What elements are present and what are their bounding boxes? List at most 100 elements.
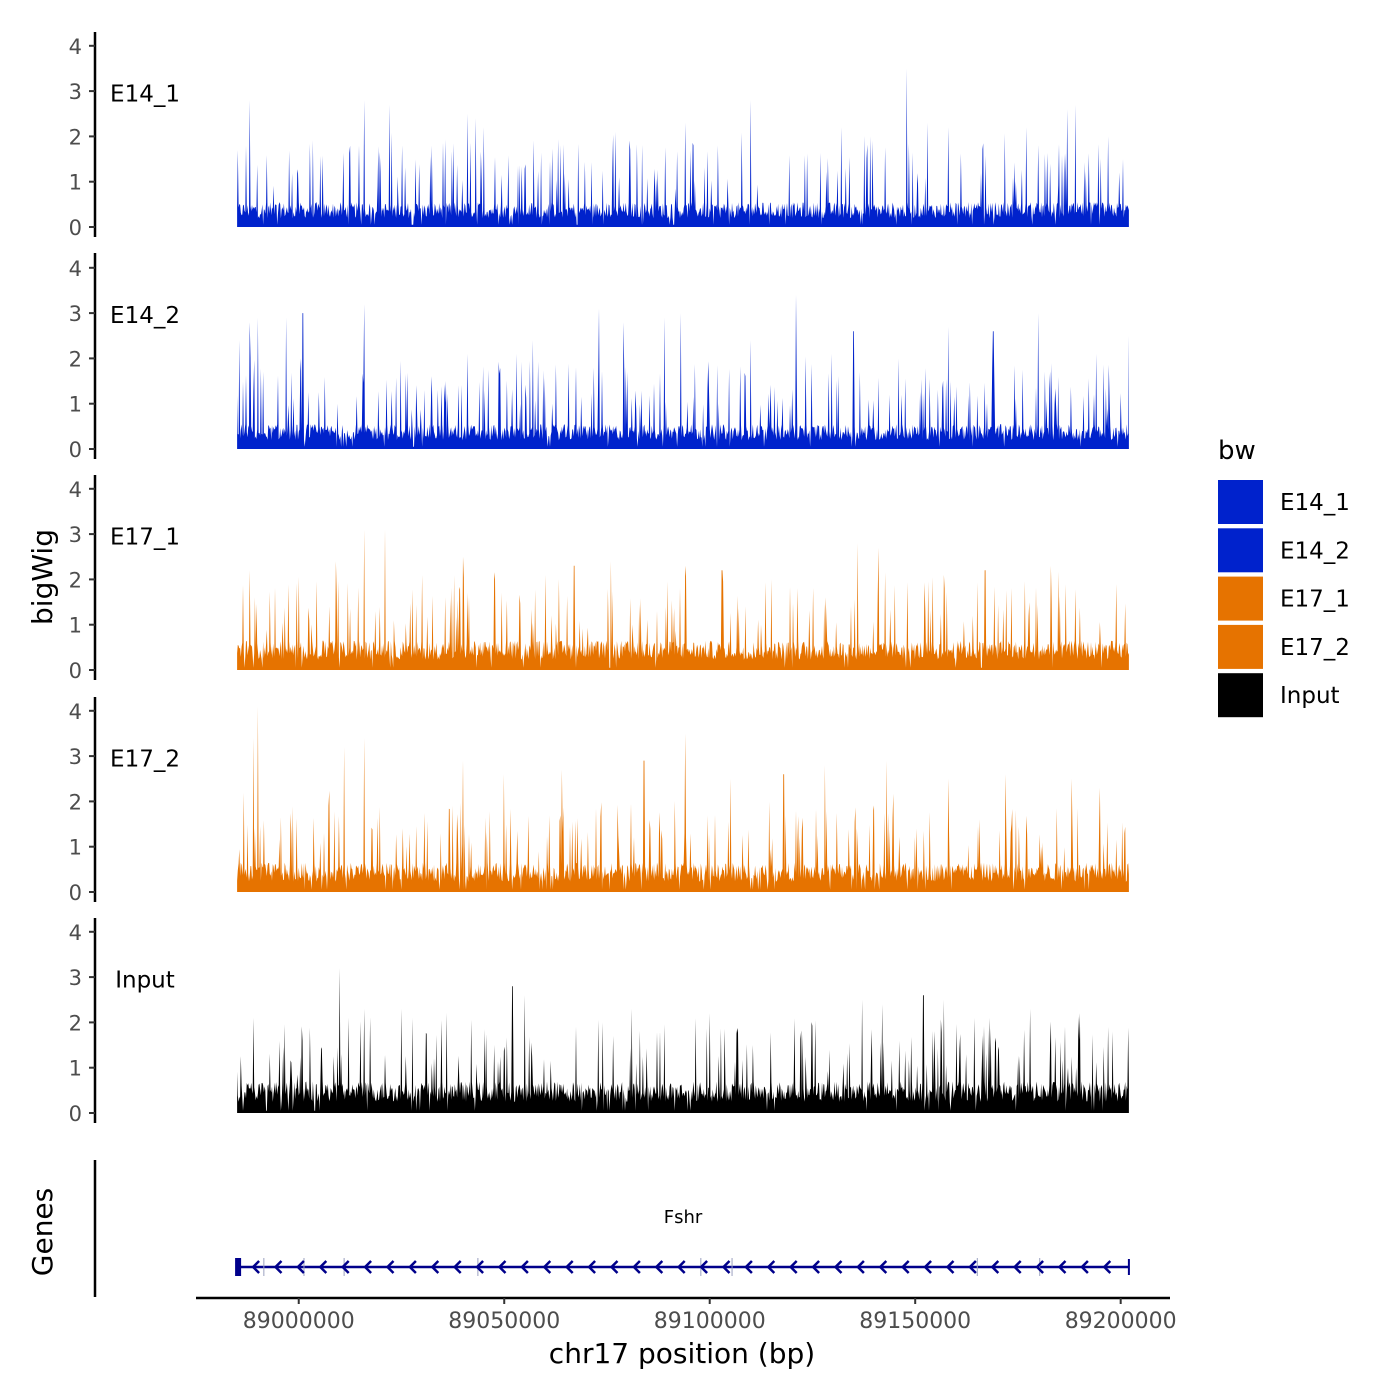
y-tick-label: 4 bbox=[69, 921, 82, 945]
legend-title: bw bbox=[1218, 436, 1256, 466]
y-tick-label: 2 bbox=[69, 790, 82, 814]
legend-label: E17_1 bbox=[1280, 587, 1350, 613]
strand-arrow bbox=[542, 1260, 552, 1274]
legend-swatch-E14_1 bbox=[1218, 480, 1263, 524]
strand-arrow bbox=[945, 1260, 955, 1274]
strand-arrow bbox=[1012, 1260, 1022, 1274]
x-tick-label: 89000000 bbox=[243, 1309, 355, 1334]
y-tick-label: 0 bbox=[69, 438, 82, 462]
strand-arrow bbox=[632, 1260, 641, 1274]
legend-label: E17_2 bbox=[1280, 635, 1350, 661]
legend-swatch-E14_2 bbox=[1218, 528, 1263, 573]
y-tick-label: 3 bbox=[69, 523, 82, 547]
x-tick-label: 89200000 bbox=[1065, 1309, 1177, 1334]
strand-arrow bbox=[430, 1260, 440, 1274]
strand-arrow bbox=[385, 1260, 395, 1274]
strand-arrow bbox=[856, 1260, 865, 1274]
strand-arrow bbox=[654, 1260, 664, 1274]
y-tick-label: 1 bbox=[69, 171, 82, 195]
y-tick-label: 1 bbox=[69, 836, 82, 860]
strand-arrow bbox=[788, 1260, 798, 1274]
signal-area-E17_2 bbox=[237, 706, 1129, 892]
y-tick-label: 2 bbox=[69, 347, 82, 371]
legend-swatch-E17_1 bbox=[1218, 576, 1263, 621]
y-tick-label: 4 bbox=[69, 257, 82, 281]
strand-arrow bbox=[296, 1260, 305, 1274]
legend-label: Input bbox=[1280, 683, 1340, 709]
x-axis: chr17 position (bp) 89000000 89050000 8910… bbox=[196, 1296, 1177, 1370]
genes-axis-title: Genes bbox=[26, 1188, 59, 1276]
strand-arrow bbox=[475, 1260, 484, 1274]
strand-arrow bbox=[968, 1260, 977, 1274]
x-tick-label: 89050000 bbox=[448, 1309, 560, 1334]
legend-label: E14_2 bbox=[1280, 538, 1350, 564]
y-tick-label: 4 bbox=[69, 35, 82, 59]
y-tick-label: 0 bbox=[69, 1102, 82, 1126]
track-E14_1: 0 1 2 3 4 E14_1 bbox=[69, 32, 1129, 240]
strand-arrow bbox=[1057, 1260, 1067, 1274]
legend-label: E14_1 bbox=[1280, 490, 1350, 516]
strand-arrow bbox=[811, 1260, 820, 1274]
gene-Fshr: Fshr bbox=[235, 1207, 1130, 1276]
y-tick-label: 0 bbox=[69, 216, 82, 240]
y-tick-label: 2 bbox=[69, 125, 82, 149]
y-tick-label: 4 bbox=[69, 700, 82, 724]
y-tick-label: 3 bbox=[69, 302, 82, 326]
y-tick-label: 3 bbox=[69, 966, 82, 990]
strand-arrow bbox=[721, 1260, 731, 1274]
track-label: E14_2 bbox=[110, 303, 180, 329]
y-tick-label: 1 bbox=[69, 393, 82, 417]
strand-arrow bbox=[318, 1260, 328, 1274]
strand-arrow bbox=[340, 1260, 350, 1274]
y-tick-label: 3 bbox=[69, 80, 82, 104]
strand-arrow bbox=[408, 1260, 417, 1274]
y-tick-label: 0 bbox=[69, 881, 82, 905]
y-axis-title: bigWig bbox=[26, 529, 59, 625]
legend: bw E14_1 E14_2 E17_1 E17_2 Input bbox=[1218, 436, 1350, 718]
signal-area-E17_1 bbox=[237, 529, 1129, 670]
strand-arrow bbox=[699, 1260, 708, 1274]
y-tick-label: 1 bbox=[69, 1057, 82, 1081]
strand-arrow bbox=[833, 1260, 843, 1274]
strand-arrow bbox=[766, 1260, 776, 1274]
x-axis-title: chr17 position (bp) bbox=[549, 1337, 815, 1370]
track-label: E17_2 bbox=[110, 747, 180, 773]
strand-arrow bbox=[587, 1260, 596, 1274]
strand-arrow bbox=[1102, 1260, 1112, 1274]
strand-arrow bbox=[900, 1260, 910, 1274]
signal-area-Input bbox=[237, 968, 1129, 1113]
strand-arrow bbox=[990, 1260, 1000, 1274]
y-tick-label: 2 bbox=[69, 1011, 82, 1035]
strand-arrow bbox=[273, 1260, 283, 1274]
strand-arrow bbox=[564, 1260, 574, 1274]
strand-arrow bbox=[452, 1260, 462, 1274]
signal-area-E14_2 bbox=[237, 295, 1129, 449]
y-tick-label: 1 bbox=[69, 614, 82, 638]
track-E17_1: 0 1 2 3 4 E17_1 bbox=[69, 475, 1129, 683]
strand-arrow bbox=[923, 1260, 932, 1274]
track-label: E14_1 bbox=[110, 82, 180, 108]
strand-arrow bbox=[1035, 1260, 1044, 1274]
y-tick-label: 0 bbox=[69, 659, 82, 683]
x-tick-label: 89100000 bbox=[654, 1309, 766, 1334]
strand-arrow bbox=[609, 1260, 619, 1274]
strand-arrow bbox=[1080, 1260, 1089, 1274]
track-label: E17_1 bbox=[110, 525, 180, 551]
x-tick-label: 89150000 bbox=[859, 1309, 971, 1334]
signal-area-E14_1 bbox=[237, 68, 1129, 227]
legend-swatch-E17_2 bbox=[1218, 624, 1263, 669]
genes-panel: Genes Fshr bbox=[26, 1160, 1130, 1297]
strand-arrow bbox=[676, 1260, 686, 1274]
y-tick-label: 4 bbox=[69, 478, 82, 502]
strand-arrow bbox=[520, 1260, 529, 1274]
strand-arrow bbox=[363, 1260, 372, 1274]
track-Input: 0 1 2 3 4 Input bbox=[69, 918, 1129, 1126]
track-E17_2: 0 1 2 3 4 E17_2 bbox=[69, 697, 1129, 905]
strand-arrow bbox=[251, 1260, 260, 1274]
gene-end-block bbox=[235, 1258, 242, 1276]
strand-arrow bbox=[878, 1260, 888, 1274]
strand-arrow bbox=[744, 1260, 753, 1274]
track-label: Input bbox=[115, 968, 175, 994]
strand-arrow bbox=[497, 1260, 507, 1274]
